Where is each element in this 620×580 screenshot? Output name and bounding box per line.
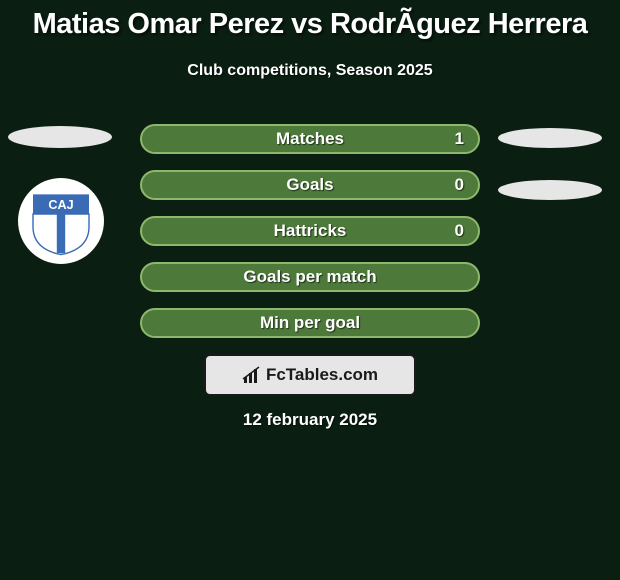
svg-text:CAJ: CAJ — [48, 198, 73, 212]
stat-row: Min per goal — [140, 308, 480, 338]
player-photo-placeholder — [498, 128, 602, 148]
stat-value: 1 — [455, 129, 464, 149]
stat-label: Hattricks — [142, 221, 478, 241]
club-badge: CAJ — [18, 178, 104, 264]
infographic-date: 12 february 2025 — [0, 410, 620, 430]
stat-label: Goals — [142, 175, 478, 195]
comparison-subtitle: Club competitions, Season 2025 — [0, 62, 620, 80]
player-photo-placeholder — [8, 126, 112, 148]
stat-row: Hattricks0 — [140, 216, 480, 246]
stat-row: Goals0 — [140, 170, 480, 200]
stat-value: 0 — [455, 221, 464, 241]
stat-label: Min per goal — [142, 313, 478, 333]
brand-label: FcTables.com — [266, 365, 378, 385]
brand-attribution: FcTables.com — [204, 354, 416, 396]
player-photo-placeholder — [498, 180, 602, 200]
club-shield-icon: CAJ — [26, 186, 96, 256]
stat-row: Matches1 — [140, 124, 480, 154]
brand-text: FcTables.com — [242, 365, 378, 385]
bar-chart-icon — [242, 365, 262, 385]
comparison-title: Matias Omar Perez vs RodrÃ­guez Herrera — [0, 8, 620, 41]
stat-row: Goals per match — [140, 262, 480, 292]
stat-label: Matches — [142, 129, 478, 149]
stat-label: Goals per match — [142, 267, 478, 287]
stat-value: 0 — [455, 175, 464, 195]
